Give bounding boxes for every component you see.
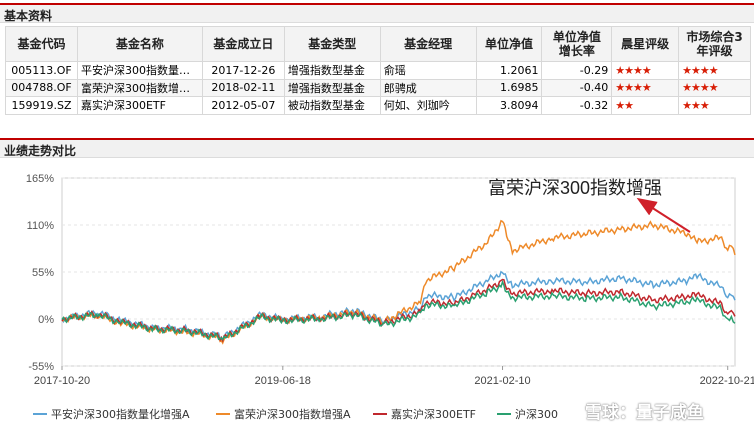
legend-swatch (33, 413, 47, 415)
cell-name[interactable]: 平安沪深300指数量… (76, 61, 203, 80)
legend-item[interactable]: 平安沪深300指数量化增强A (33, 406, 190, 422)
col-header-market-rating[interactable]: 市场综合3 年评级 (678, 26, 751, 62)
col-header-morningstar[interactable]: 晨星评级 (611, 26, 680, 62)
morningstar-rating-stars: ★★★★ (611, 78, 680, 97)
cell-name[interactable]: 嘉实沪深300ETF (76, 96, 203, 115)
x-tick-label: 2021-02-10 (474, 375, 530, 387)
series-line-3[interactable] (61, 278, 736, 343)
x-tick-label: 2019-06-18 (255, 375, 311, 387)
watermark: 雪球：量子咸鱼 (585, 403, 704, 423)
col-header-growth[interactable]: 单位净值 增长率 (541, 26, 613, 62)
morningstar-rating-stars: ★★★★ (611, 61, 680, 80)
cell-type: 被动指数型基金 (283, 96, 381, 115)
legend-swatch (497, 413, 511, 415)
cell-code[interactable]: 159919.SZ (5, 96, 78, 115)
market-rating-stars: ★★★★ (678, 78, 751, 97)
col-header-nav[interactable]: 单位净值 (475, 26, 543, 62)
market-rating-stars: ★★★★ (678, 61, 751, 80)
cell-nav: 3.8094 (475, 96, 543, 115)
legend-item[interactable]: 嘉实沪深300ETF (373, 406, 476, 422)
col-header-date[interactable]: 基金成立日 (201, 26, 285, 62)
cell-nav: 1.6985 (475, 78, 543, 97)
table-row[interactable]: 004788.OF 富荣沪深300指数增… 2018-02-11 增强指数型基金… (5, 78, 751, 97)
chart-annotation: 富荣沪深300指数增强 (488, 178, 662, 198)
legend-item[interactable]: 沪深300 (497, 406, 558, 422)
cell-nav: 1.2061 (475, 61, 543, 80)
col-header-name[interactable]: 基金名称 (76, 26, 203, 62)
cell-manager[interactable]: 俞瑶 (379, 61, 477, 80)
market-rating-stars: ★★★ (678, 96, 751, 115)
x-tick-label: 2022-10-21 (700, 375, 754, 387)
y-tick-label: 165% (26, 173, 54, 185)
col-header-code[interactable]: 基金代码 (5, 26, 78, 62)
cell-growth: -0.32 (541, 96, 613, 115)
annotation-arrow (636, 197, 691, 233)
cell-date: 2017-12-26 (201, 61, 285, 80)
table-header-row: 基金代码 基金名称 基金成立日 基金类型 基金经理 单位净值 单位净值 增长率 晨… (5, 26, 751, 62)
series-line-2[interactable] (61, 219, 736, 345)
cell-date: 2012-05-07 (201, 96, 285, 115)
basic-info-header: 基本资料 (0, 3, 754, 23)
fund-table: 基金代码 基金名称 基金成立日 基金类型 基金经理 单位净值 单位净值 增长率 晨… (5, 26, 751, 115)
cell-manager[interactable]: 郎骋成 (379, 78, 477, 97)
cell-code[interactable]: 005113.OF (5, 61, 78, 80)
legend-item[interactable]: 富荣沪深300指数增强A (216, 406, 351, 422)
series-line-4[interactable] (61, 279, 736, 341)
cell-growth: -0.40 (541, 78, 613, 97)
table-row[interactable]: 005113.OF 平安沪深300指数量… 2017-12-26 增强指数型基金… (5, 61, 751, 80)
cell-name[interactable]: 富荣沪深300指数增… (76, 78, 203, 97)
col-header-manager[interactable]: 基金经理 (379, 26, 477, 62)
y-tick-label: 55% (32, 267, 54, 279)
x-tick-label: 2017-10-20 (34, 375, 90, 387)
cell-code[interactable]: 004788.OF (5, 78, 78, 97)
cell-manager[interactable]: 何如、刘珈吟 (379, 96, 477, 115)
legend-swatch (373, 413, 387, 415)
performance-line-chart[interactable]: 165% 110% 55% 0% -55% 2017-10-20 2019-06-18 20… (0, 160, 754, 400)
col-header-type[interactable]: 基金类型 (283, 26, 381, 62)
performance-title: 业绩走势对比 (4, 144, 77, 158)
performance-header: 业绩走势对比 (0, 138, 754, 158)
cell-growth: -0.29 (541, 61, 613, 80)
table-row[interactable]: 159919.SZ 嘉实沪深300ETF 2012-05-07 被动指数型基金 … (5, 96, 751, 115)
cell-type: 增强指数型基金 (283, 78, 381, 97)
y-tick-label: -55% (28, 361, 54, 373)
legend-label: 富荣沪深300指数增强A (234, 408, 351, 421)
legend-label: 平安沪深300指数量化增强A (51, 408, 190, 421)
cell-date: 2018-02-11 (201, 78, 285, 97)
y-tick-label: 110% (27, 220, 55, 232)
y-tick-label: 0% (38, 314, 54, 326)
legend-swatch (216, 413, 230, 415)
basic-info-title: 基本资料 (4, 9, 53, 23)
cell-type: 增强指数型基金 (283, 61, 381, 80)
chart-legend: 平安沪深300指数量化增强A 富荣沪深300指数增强A 嘉实沪深300ETF 沪… (0, 402, 754, 422)
legend-label: 嘉实沪深300ETF (391, 408, 476, 421)
legend-label: 沪深300 (515, 408, 558, 421)
morningstar-rating-stars: ★★ (611, 96, 680, 115)
